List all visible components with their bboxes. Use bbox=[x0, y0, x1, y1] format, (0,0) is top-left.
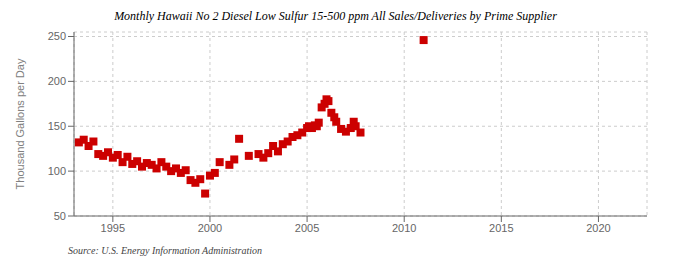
svg-text:250: 250 bbox=[48, 30, 66, 42]
svg-text:2010: 2010 bbox=[392, 222, 416, 234]
html-text:Source: U.S. Energy Informatio: Source: U.S. Energy Information Administ… bbox=[68, 245, 263, 256]
svg-text:100: 100 bbox=[48, 165, 66, 177]
svg-text:200: 200 bbox=[48, 75, 66, 87]
svg-text:50: 50 bbox=[54, 210, 66, 222]
svg-text:1995: 1995 bbox=[101, 222, 125, 234]
svg-text:Thousand Gallons per Day: Thousand Gallons per Day bbox=[14, 58, 26, 189]
svg-text:2015: 2015 bbox=[489, 222, 513, 234]
svg-text:2000: 2000 bbox=[198, 222, 222, 234]
html-text:Monthly Hawaii No 2 Diesel Low: Monthly Hawaii No 2 Diesel Low Sulfur 15… bbox=[114, 9, 557, 23]
svg-text:150: 150 bbox=[48, 120, 66, 132]
svg-text:2005: 2005 bbox=[295, 222, 319, 234]
svg-text:2020: 2020 bbox=[586, 222, 610, 234]
